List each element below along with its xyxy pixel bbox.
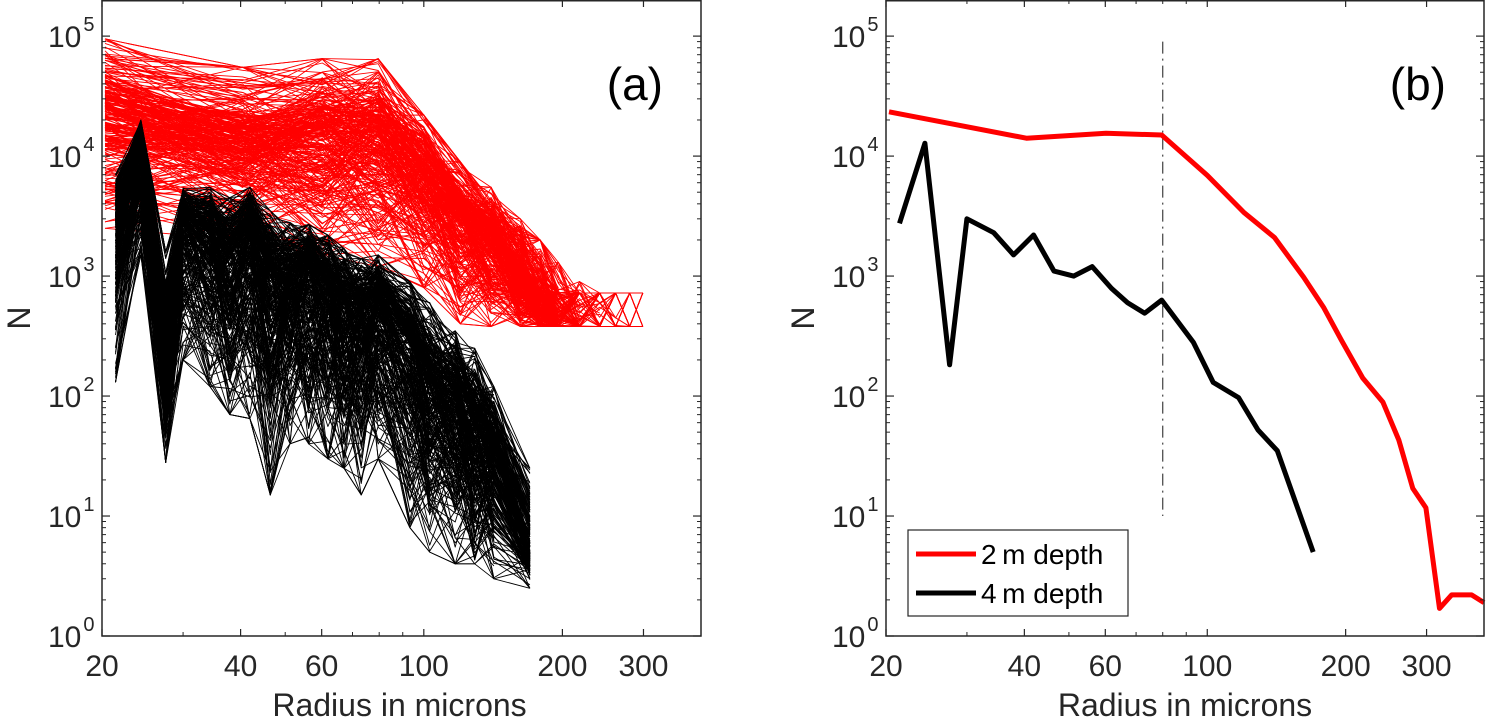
profile-line — [115, 168, 531, 559]
x-tick-label: 300 — [618, 650, 668, 683]
y-tick-label: 10 4 — [832, 134, 879, 174]
profile-line — [115, 220, 495, 565]
y-tick-label: 10 3 — [48, 254, 95, 294]
profile-line — [104, 163, 559, 327]
profile-line — [115, 137, 531, 560]
profile-line — [115, 214, 495, 497]
panel-a-y-axis-label: N — [1, 306, 37, 329]
legend-label-4m: 4 m depth — [981, 578, 1103, 609]
profile-line — [115, 140, 531, 573]
y-tick-label: 10 5 — [48, 14, 95, 54]
series-2m-ensemble — [104, 38, 644, 327]
series-2m-depth-line — [888, 109, 1486, 611]
profile-line — [115, 176, 531, 575]
y-tick-label: 10 2 — [48, 374, 95, 414]
profile-line — [104, 89, 559, 289]
y-tick-label: 10 0 — [832, 614, 879, 654]
profile-line — [115, 254, 531, 580]
profile-line — [115, 147, 531, 558]
x-tick-label: 200 — [537, 650, 587, 683]
x-tick-label: 40 — [224, 650, 257, 683]
profile-line — [104, 122, 601, 327]
y-tick-label: 10 1 — [48, 494, 95, 534]
panel-b-y-axis-label: N — [785, 306, 821, 329]
x-tick-label: 300 — [1402, 650, 1452, 683]
panel-b-lines — [888, 41, 1486, 611]
y-tick-label: 10 4 — [48, 134, 95, 174]
y-tick-label: 10 3 — [832, 254, 879, 294]
y-tick-label: 10 2 — [832, 374, 879, 414]
panel-a-lines — [104, 38, 644, 589]
x-tick-label: 100 — [1182, 650, 1232, 683]
profile-line — [115, 212, 531, 566]
panel-b-label: (b) — [1390, 58, 1446, 110]
profile-line — [104, 131, 559, 327]
profile-line — [104, 62, 631, 327]
x-tick-label: 60 — [305, 650, 338, 683]
profile-line — [104, 135, 580, 327]
profile-line — [104, 182, 559, 327]
profile-line — [104, 58, 580, 294]
series-4m-ensemble — [115, 119, 531, 589]
panel-b-legend: 2 m depth 4 m depth — [907, 529, 1129, 617]
profile-line — [104, 68, 643, 327]
profile-line — [115, 145, 531, 553]
x-tick-label: 20 — [869, 650, 902, 683]
x-tick-label: 100 — [399, 650, 449, 683]
y-tick-label: 10 5 — [832, 14, 879, 54]
profile-line — [115, 138, 531, 504]
profile-line — [115, 194, 531, 574]
profile-line — [115, 186, 531, 580]
series-4m-depth-line — [897, 140, 1316, 553]
panel-b-frame — [885, 0, 1485, 637]
profile-line — [104, 124, 616, 327]
profile-line — [115, 195, 495, 485]
profile-line — [115, 217, 495, 484]
profile-line — [104, 199, 559, 327]
profile-line — [115, 167, 531, 561]
x-tick-label: 40 — [1008, 650, 1041, 683]
profile-line — [115, 148, 531, 510]
panel-a-x-axis-label: Radius in microns — [272, 687, 526, 720]
profile-line — [115, 246, 531, 565]
legend-box — [907, 529, 1129, 617]
x-tick-label: 20 — [85, 650, 118, 683]
x-tick-label: 200 — [1321, 650, 1371, 683]
profile-line — [115, 153, 531, 557]
panel-a-ticks — [101, 0, 701, 637]
y-tick-label: 10 1 — [832, 494, 879, 534]
y-tick-label: 10 0 — [48, 614, 95, 654]
profile-line — [104, 38, 580, 309]
legend-label-2m: 2 m depth — [981, 539, 1103, 570]
profile-line — [104, 91, 616, 327]
panel-a-frame — [101, 0, 702, 637]
panel-a-label: (a) — [607, 58, 663, 110]
profile-line — [104, 57, 616, 320]
profile-line — [104, 71, 581, 305]
profile-line — [104, 133, 559, 310]
profile-line — [115, 141, 531, 557]
profile-line — [115, 120, 531, 507]
panel-b-x-axis-label: Radius in microns — [1058, 687, 1312, 720]
profile-line — [115, 251, 531, 571]
profile-line — [115, 247, 531, 589]
profile-line — [104, 107, 580, 327]
x-tick-label: 60 — [1089, 650, 1122, 683]
profile-line — [115, 141, 531, 560]
profile-line — [115, 139, 531, 529]
profile-line — [115, 185, 495, 485]
profile-line — [115, 178, 495, 511]
panel-b-ticks — [885, 0, 1484, 637]
profile-line — [115, 141, 531, 544]
profile-line — [115, 149, 495, 440]
profile-line — [104, 102, 630, 327]
profile-line — [115, 254, 531, 572]
